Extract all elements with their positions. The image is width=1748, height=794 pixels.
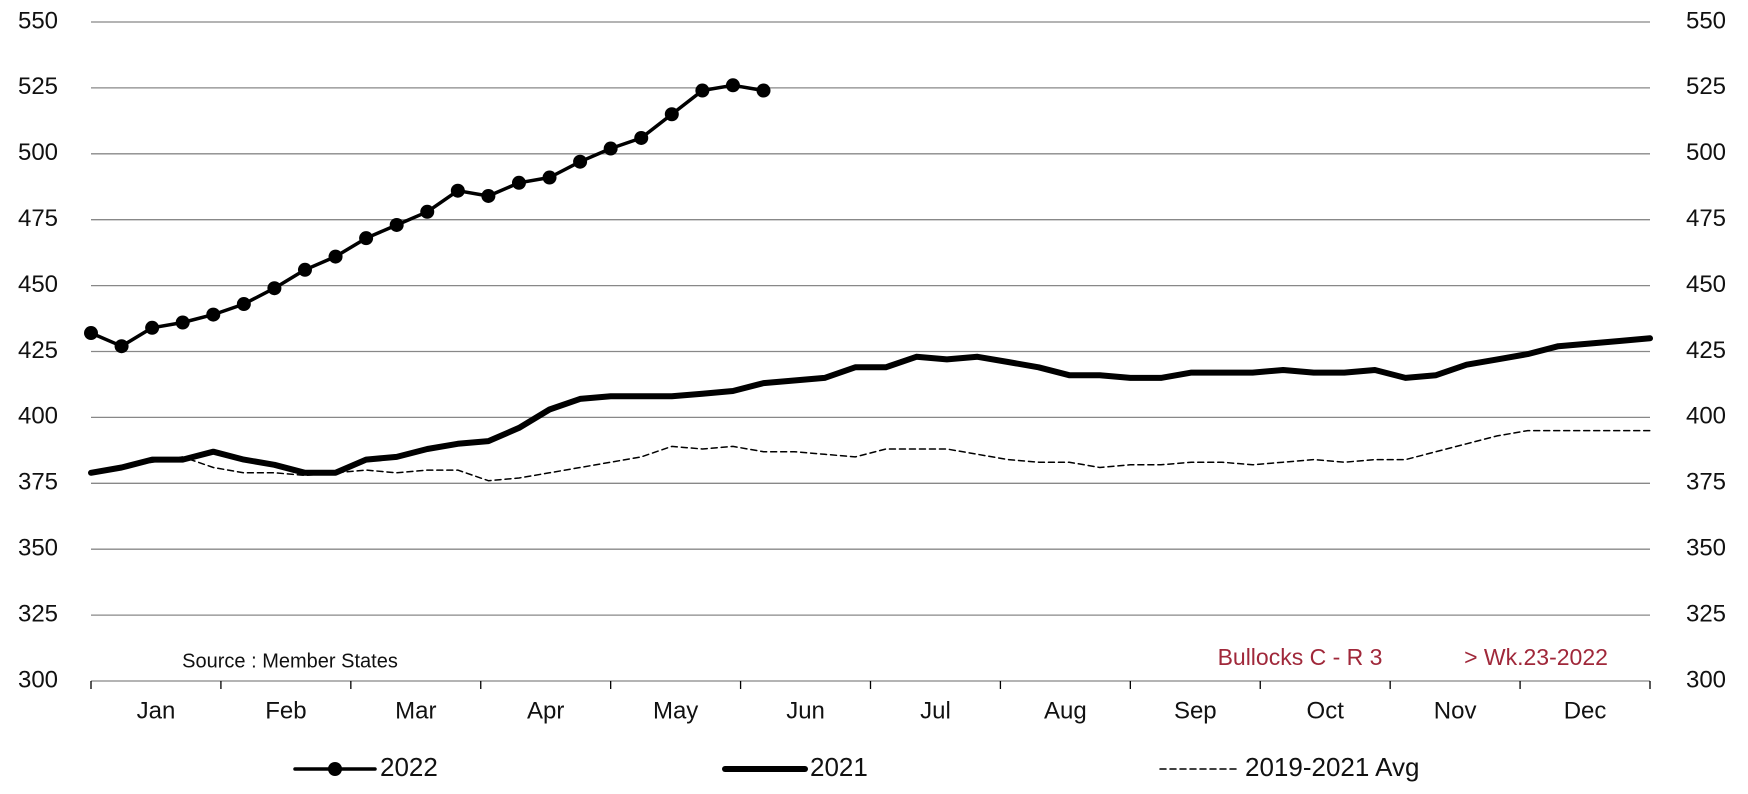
y-tick-label: 500: [18, 139, 58, 166]
point: [84, 326, 98, 341]
point: [573, 154, 588, 169]
point: [175, 315, 190, 330]
y2-tick-label: 325: [1686, 600, 1726, 627]
point: [359, 231, 374, 246]
y2-tick-label: 400: [1686, 403, 1726, 430]
series-note: Bullocks C - R 3: [1218, 644, 1383, 670]
legend-marker: [328, 762, 342, 776]
x-tick-label: Aug: [1044, 697, 1087, 724]
series-line: [90, 429, 1651, 482]
week-note: > Wk.23-2022: [1464, 644, 1608, 670]
point: [481, 188, 496, 203]
legend-label: 2019-2021 Avg: [1245, 752, 1419, 782]
y-tick-label: 350: [18, 535, 58, 562]
y2-tick-label: 450: [1686, 271, 1726, 298]
x-tick-label: May: [653, 697, 698, 724]
point: [603, 141, 618, 156]
x-tick-label: Jul: [920, 697, 951, 724]
y-tick-label: 525: [18, 73, 58, 100]
source-note: Source : Member States: [182, 650, 398, 672]
y-tick-label: 300: [18, 666, 58, 693]
y2-tick-label: 425: [1686, 337, 1726, 364]
y-tick-label: 550: [18, 7, 58, 34]
y-tick-label: 400: [18, 403, 58, 430]
point: [634, 130, 649, 145]
x-tick-label: Mar: [395, 697, 436, 724]
point: [725, 78, 740, 93]
point: [664, 107, 679, 122]
y-tick-label: 425: [18, 337, 58, 364]
point: [267, 281, 282, 296]
x-tick-label: Feb: [265, 697, 306, 724]
x-tick-label: Sep: [1174, 697, 1217, 724]
x-tick-label: Dec: [1564, 697, 1607, 724]
point: [542, 170, 557, 185]
y-tick-label: 375: [18, 469, 58, 496]
legend-label: 2022: [380, 752, 438, 782]
point: [145, 320, 160, 335]
y2-tick-label: 550: [1686, 7, 1726, 34]
x-tick-label: Jan: [137, 697, 176, 724]
point: [450, 183, 465, 198]
y2-tick-label: 475: [1686, 205, 1726, 232]
point: [206, 307, 221, 322]
y-tick-label: 325: [18, 600, 58, 627]
y2-tick-label: 525: [1686, 73, 1726, 100]
point: [756, 83, 771, 98]
point: [328, 249, 343, 264]
y2-tick-label: 350: [1686, 535, 1726, 562]
point: [114, 339, 129, 354]
legend-label: 2021: [810, 752, 868, 782]
point: [695, 83, 710, 98]
point: [511, 175, 526, 190]
point: [297, 262, 312, 277]
point: [389, 217, 404, 232]
y-tick-label: 475: [18, 205, 58, 232]
y2-tick-label: 300: [1686, 666, 1726, 693]
x-tick-label: Jun: [786, 697, 825, 724]
series-line: [88, 335, 1653, 476]
y-tick-label: 450: [18, 271, 58, 298]
x-tick-label: Oct: [1307, 697, 1345, 724]
x-tick-label: Apr: [527, 697, 564, 724]
point: [420, 204, 435, 219]
point: [236, 297, 251, 312]
y2-tick-label: 500: [1686, 139, 1726, 166]
y2-tick-label: 375: [1686, 469, 1726, 496]
x-tick-label: Nov: [1434, 697, 1477, 724]
